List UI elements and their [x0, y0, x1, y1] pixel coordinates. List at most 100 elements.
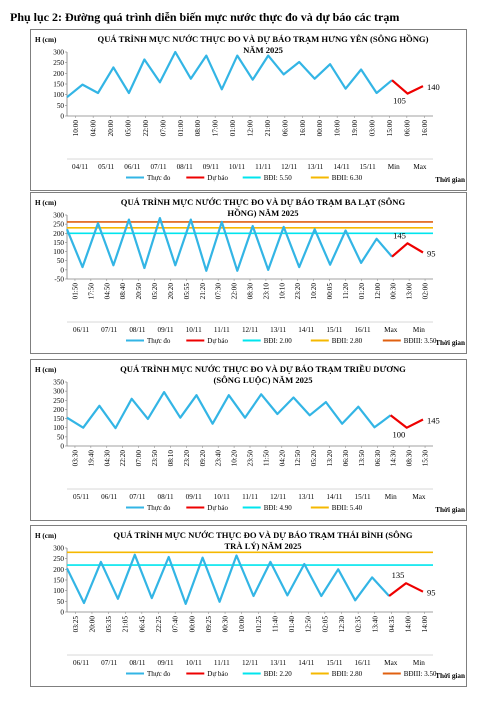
x-time-label: 03:00: [369, 120, 377, 137]
x-time-label: 13:40: [371, 616, 379, 633]
x-time-label: 08:40: [119, 283, 127, 300]
x-time-label: 00:00: [188, 616, 196, 633]
x-time-label: 23:50: [151, 450, 159, 467]
x-date-label: Min: [413, 326, 425, 334]
x-date-label: 10/11: [186, 326, 203, 334]
x-date-label: 09/11: [157, 659, 174, 667]
y-tick-label: 150: [53, 577, 64, 585]
legend-label: Dự báo: [207, 174, 228, 182]
forecast-data-label: 100: [392, 430, 405, 440]
x-time-label: 00:00: [316, 120, 324, 137]
y-axis-label: H (cm): [35, 532, 57, 540]
chart-svg-trieu-duong: QUÁ TRÌNH MỰC NƯỚC THỰC ĐO VÀ DỰ BÁO TRẠ…: [35, 364, 465, 514]
x-axis-label: Thời gian: [435, 339, 465, 347]
x-date-label: Min: [388, 163, 400, 171]
x-date-label: Max: [384, 326, 398, 334]
y-tick-label: 350: [53, 379, 64, 387]
x-date-label: Min: [385, 493, 397, 501]
y-tick-label: 300: [53, 49, 64, 57]
chart-trieu-duong: QUÁ TRÌNH MỰC NƯỚC THỰC ĐO VÀ DỰ BÁO TRẠ…: [30, 359, 467, 521]
forecast-data-label: 95: [427, 248, 436, 258]
x-time-label: 02:05: [321, 616, 329, 633]
chart-title-line: QUÁ TRÌNH MỰC NƯỚC THỰC ĐO VÀ DỰ BÁO TRẠ…: [98, 34, 429, 44]
x-time-label: 22:00: [142, 120, 150, 137]
x-date-label: 08/11: [129, 659, 146, 667]
x-time-label: 23:10: [262, 283, 270, 300]
x-date-label: 07/11: [129, 493, 146, 501]
legend-label: BĐII: 2.80: [332, 670, 363, 678]
x-date-label: 06/11: [101, 493, 118, 501]
x-time-label: 10:00: [334, 120, 342, 137]
x-date-label: 09/11: [203, 163, 220, 171]
x-date-label: 05/11: [98, 163, 115, 171]
x-date-label: 14/11: [298, 659, 315, 667]
x-time-label: 10:00: [238, 616, 246, 633]
x-time-label: 20:00: [88, 616, 96, 633]
x-time-label: 12:50: [305, 616, 313, 633]
y-tick-label: 200: [53, 230, 64, 238]
x-time-label: 12:30: [338, 616, 346, 633]
x-date-label: 08/11: [157, 493, 174, 501]
x-time-label: 22:00: [231, 283, 239, 300]
forecast-data-label: 145: [393, 230, 406, 240]
y-tick-label: 0: [60, 266, 64, 274]
x-time-label: 01:40: [288, 616, 296, 633]
x-date-label: Min: [413, 659, 425, 667]
y-tick-label: 50: [57, 102, 65, 110]
forecast-data-label: 95: [427, 588, 436, 598]
y-axis-label: H (cm): [35, 36, 57, 44]
x-date-label: 15/11: [326, 659, 343, 667]
x-time-label: 07:40: [172, 616, 180, 633]
x-date-label: 13/11: [270, 326, 287, 334]
y-axis-label: H (cm): [35, 199, 57, 207]
chart-title-line: QUÁ TRÌNH MỰC NƯỚC THỰC ĐO VÀ DỰ BÁO TRẠ…: [113, 530, 413, 540]
x-date-label: 06/11: [124, 163, 141, 171]
x-time-label: 04:35: [388, 616, 396, 633]
x-date-label: 10/11: [214, 493, 231, 501]
x-time-label: 00:30: [390, 283, 398, 300]
chart-svg-hung-yen: QUÁ TRÌNH MỰC NƯỚC THỰC ĐO VÀ DỰ BÁO TRẠ…: [35, 34, 465, 184]
x-date-label: 08/11: [177, 163, 194, 171]
x-time-label: 05:00: [125, 120, 133, 137]
x-time-label: 22:25: [155, 616, 163, 633]
x-axis-label: Thời gian: [435, 506, 465, 514]
forecast-line: [391, 79, 424, 95]
x-time-label: 04:00: [90, 120, 98, 137]
legend-label: BĐII: 2.80: [332, 337, 363, 345]
x-time-label: 05:20: [151, 283, 159, 300]
chart-svg-ba-lat: QUÁ TRÌNH MỰC NƯỚC THỰC ĐO VÀ DỰ BÁO TRẠ…: [35, 197, 465, 347]
legend-label: Thực đo: [147, 337, 171, 345]
y-tick-label: -50: [54, 276, 64, 284]
chart-svg-thai-binh: QUÁ TRÌNH MỰC NƯỚC THỰC ĐO VÀ DỰ BÁO TRẠ…: [35, 530, 465, 680]
legend-label: BĐI: 5.50: [264, 174, 293, 182]
y-tick-label: 300: [53, 388, 64, 396]
legend-label: BĐI: 2.00: [264, 337, 293, 345]
observed-line: [66, 390, 392, 430]
x-time-label: 23:20: [294, 283, 302, 300]
x-time-label: 14:30: [390, 450, 398, 467]
observed-line: [65, 217, 393, 272]
x-time-label: 14:00: [405, 616, 413, 633]
x-date-label: 10/11: [229, 163, 246, 171]
x-time-label: 00:05: [326, 283, 334, 300]
x-date-label: 16/11: [355, 659, 372, 667]
x-date-label: 12/11: [242, 326, 259, 334]
x-time-label: 08:30: [406, 450, 414, 467]
x-time-label: 05:55: [183, 283, 191, 300]
x-date-label: 06/11: [73, 326, 90, 334]
x-time-label: 04:30: [103, 450, 111, 467]
x-time-label: 10:10: [278, 283, 286, 300]
y-tick-label: 50: [57, 598, 65, 606]
legend-label: Dự báo: [207, 670, 228, 678]
chart-title-line: TRÀ LÝ) NĂM 2025: [224, 541, 301, 551]
x-time-label: 17:50: [87, 283, 95, 300]
x-time-label: 15:00: [386, 120, 394, 137]
x-time-label: 03:30: [71, 450, 79, 467]
x-time-label: 08:00: [194, 120, 202, 137]
x-time-label: 05:20: [310, 450, 318, 467]
x-time-label: 07:00: [159, 120, 167, 137]
x-time-label: 02:35: [355, 616, 363, 633]
y-tick-label: 300: [53, 545, 64, 553]
y-tick-label: 0: [60, 609, 64, 617]
x-time-label: 04:50: [103, 283, 111, 300]
